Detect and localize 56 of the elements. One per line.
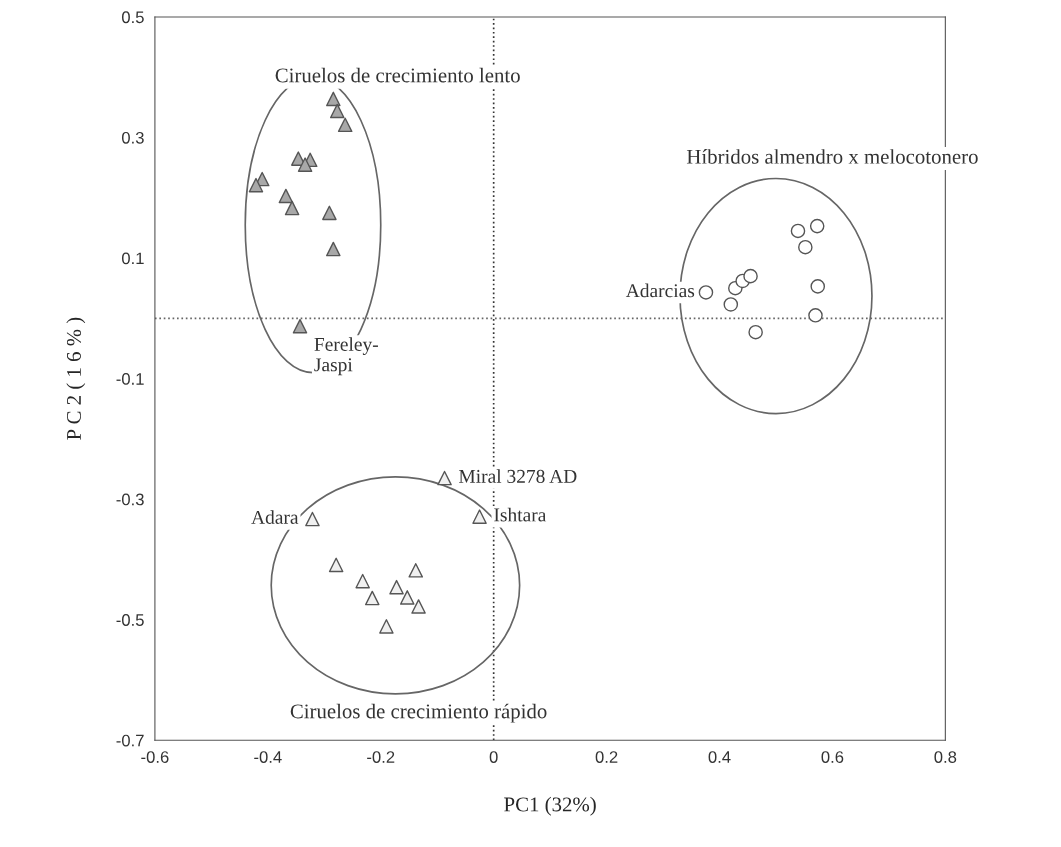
point [472, 509, 487, 524]
point [411, 599, 426, 614]
annotation: Miral 3278 AD [459, 469, 577, 483]
annotation: Adara [251, 510, 299, 524]
point [292, 318, 308, 334]
point [743, 268, 758, 284]
y-tick-label: -0.1 [116, 373, 144, 385]
point [355, 573, 370, 589]
annotation: Ishtara [494, 507, 547, 522]
point [284, 200, 300, 216]
x-axis-title: PC1 (32%) [504, 796, 596, 816]
x-tick-label: -0.6 [141, 751, 169, 763]
point [408, 563, 424, 578]
y-tick-label: 0.5 [121, 11, 144, 24]
x-tick-label: -0.4 [254, 751, 282, 763]
point [748, 324, 763, 340]
point [329, 103, 345, 119]
annotation: Híbridos almendro x melocotonero [686, 149, 978, 164]
x-tick-label: 0.8 [934, 751, 957, 763]
y-tick-label: -0.7 [116, 734, 144, 747]
y-tick-label: 0.3 [121, 131, 144, 144]
point [809, 218, 825, 234]
point [248, 177, 264, 193]
annotation: Fereley- Jaspi [314, 337, 378, 376]
y-tick-label: 0.1 [121, 252, 144, 265]
point [389, 579, 404, 595]
point [798, 239, 813, 255]
x-tick-label: 0.6 [821, 751, 844, 763]
point [328, 557, 344, 573]
point [723, 297, 739, 312]
point [437, 470, 452, 486]
point [297, 157, 313, 172]
annotation: Ciruelos de crecimiento lento [275, 67, 520, 83]
point [305, 511, 320, 527]
point [790, 223, 806, 239]
x-tick-label: -0.2 [367, 751, 395, 763]
y-axis-title: P C 2 ( 1 6 % ) [66, 317, 86, 440]
point [337, 117, 353, 133]
point [379, 619, 394, 634]
x-tick-label: 0.2 [595, 751, 618, 763]
point [291, 151, 306, 166]
point [698, 285, 714, 300]
point [808, 308, 823, 323]
annotation: Adarcias [625, 283, 695, 298]
point [810, 279, 826, 294]
point [326, 91, 341, 107]
annotation: Ciruelos de crecimiento rápido [290, 703, 547, 723]
point [322, 205, 337, 221]
x-tick-label: 0 [489, 751, 498, 763]
x-tick-label: 0.4 [708, 751, 731, 763]
point [326, 241, 341, 257]
point [364, 590, 380, 606]
point [278, 188, 294, 204]
y-tick-label: -0.5 [116, 614, 144, 626]
point [400, 590, 415, 605]
y-tick-label: -0.3 [116, 493, 144, 506]
